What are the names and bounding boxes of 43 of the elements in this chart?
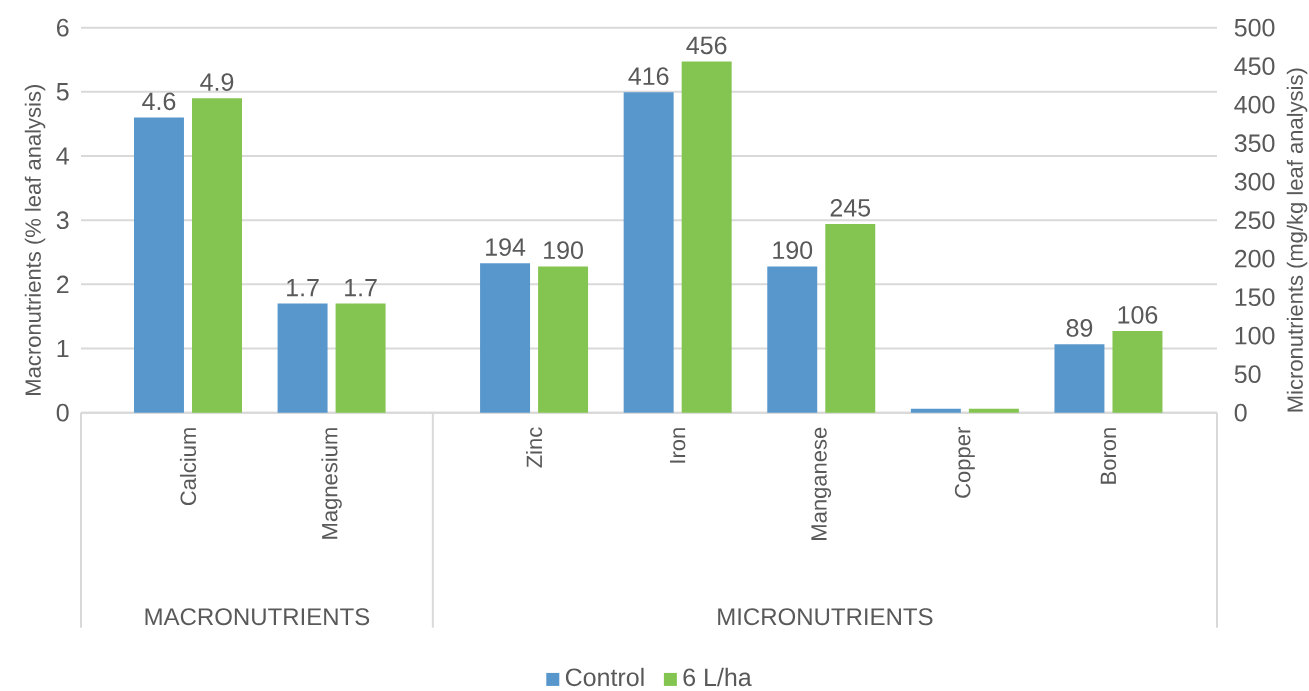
y2-tick-label: 250 — [1234, 211, 1275, 230]
y-tick-label: 2 — [56, 275, 69, 294]
data-label: 190 — [773, 241, 813, 260]
data-label: 416 — [628, 67, 669, 85]
text: MICRONUTRIENTS — [718, 608, 933, 626]
y2-tick-label: 400 — [1234, 95, 1275, 114]
y-tick-label: 6 — [57, 18, 69, 37]
x-tick-label: Copper — [954, 427, 975, 498]
y2-tick-label: 300 — [1234, 172, 1275, 191]
data-label: 4.9 — [200, 73, 234, 91]
y-tick-label: 1 — [57, 339, 69, 358]
text: MACRONUTRIENTS — [145, 608, 370, 626]
y2-tick-label: 0 — [1234, 403, 1247, 422]
data-label: 89 — [1066, 319, 1093, 337]
legend-label: Control — [565, 667, 644, 687]
y2-tick-label: 200 — [1234, 249, 1275, 268]
x-tick-label: Calcium — [179, 428, 197, 506]
x-tick-label: Iron — [669, 428, 686, 463]
y-tick-label: 0 — [56, 403, 69, 422]
y2-tick-label: 150 — [1235, 288, 1275, 307]
x-tick-label: Magnesium — [321, 428, 342, 539]
y2-tick-label: 50 — [1234, 365, 1261, 384]
x-tick-label: Boron — [1100, 428, 1117, 484]
data-label: 1.7 — [287, 279, 319, 297]
data-label: 194 — [486, 238, 526, 256]
y-tick-label: 4 — [56, 147, 69, 165]
y-tick-label: 5 — [56, 83, 69, 101]
y2-tick-label: 450 — [1234, 57, 1275, 76]
data-label: 245 — [830, 198, 871, 217]
y-axis-title: Macronutrients (% leaf analysis) — [24, 85, 46, 395]
x-tick-label: Manganese — [811, 427, 832, 540]
data-label: 4.6 — [142, 92, 176, 111]
y2-axis-title: Micronutrients (mg/kg leaf analysis) — [1286, 68, 1308, 412]
legend-label: 6 L/ha — [683, 667, 752, 687]
y-tick-label: 3 — [56, 211, 69, 230]
y2-tick-label: 100 — [1235, 326, 1275, 345]
data-label: 106 — [1118, 305, 1158, 324]
data-label: 190 — [544, 241, 583, 260]
data-label: 1.7 — [345, 279, 377, 297]
y2-tick-label: 500 — [1234, 18, 1275, 37]
y2-tick-label: 350 — [1234, 134, 1275, 153]
data-label: 456 — [686, 36, 727, 55]
x-tick-label: Zinc — [525, 427, 543, 468]
